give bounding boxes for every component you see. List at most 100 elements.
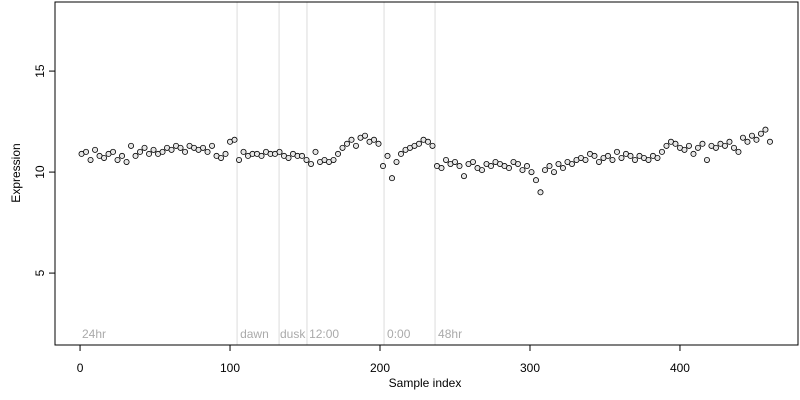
x-tick-label: 0 bbox=[77, 361, 84, 375]
point bbox=[663, 142, 670, 149]
y-tick-label: 5 bbox=[33, 269, 47, 276]
point bbox=[132, 152, 139, 159]
point bbox=[389, 175, 396, 182]
point bbox=[451, 158, 458, 165]
point bbox=[92, 146, 99, 153]
point bbox=[456, 163, 463, 170]
y-tick-label: 15 bbox=[33, 64, 47, 78]
annotation: 48hr bbox=[438, 327, 462, 341]
point bbox=[460, 173, 467, 180]
point bbox=[231, 136, 238, 143]
point bbox=[762, 126, 769, 133]
point bbox=[532, 177, 539, 184]
point bbox=[609, 156, 616, 163]
point bbox=[744, 138, 751, 145]
y-axis-label: Expression bbox=[9, 143, 23, 202]
x-tick-label: 200 bbox=[370, 361, 390, 375]
point bbox=[204, 148, 211, 155]
point bbox=[546, 163, 553, 170]
point bbox=[429, 142, 436, 149]
point bbox=[308, 161, 315, 168]
point bbox=[487, 163, 494, 170]
x-axis-label: Sample index bbox=[389, 376, 462, 390]
point bbox=[613, 148, 620, 155]
point bbox=[438, 165, 445, 172]
point bbox=[645, 156, 652, 163]
point bbox=[631, 156, 638, 163]
point bbox=[339, 144, 346, 151]
annotation: dusk bbox=[280, 327, 306, 341]
point bbox=[375, 140, 382, 147]
point bbox=[478, 167, 485, 174]
point bbox=[200, 144, 207, 151]
point bbox=[119, 152, 126, 159]
point bbox=[469, 158, 476, 165]
point bbox=[703, 156, 710, 163]
point bbox=[128, 142, 135, 149]
point bbox=[595, 158, 602, 165]
point bbox=[276, 148, 283, 155]
point bbox=[618, 154, 625, 161]
point bbox=[146, 150, 153, 157]
point bbox=[236, 156, 243, 163]
point bbox=[222, 150, 229, 157]
point bbox=[550, 169, 557, 176]
point bbox=[335, 150, 342, 157]
y-tick-label: 10 bbox=[33, 165, 47, 179]
point bbox=[735, 148, 742, 155]
point bbox=[748, 132, 755, 139]
point bbox=[137, 148, 144, 155]
point bbox=[177, 144, 184, 151]
annotation: 12:00 bbox=[309, 327, 339, 341]
point bbox=[555, 161, 562, 168]
point bbox=[685, 142, 692, 149]
point bbox=[168, 146, 175, 153]
point bbox=[380, 163, 387, 170]
point bbox=[398, 150, 405, 157]
point bbox=[541, 167, 548, 174]
point bbox=[123, 158, 130, 165]
x-tick-label: 300 bbox=[520, 361, 540, 375]
point bbox=[690, 150, 697, 157]
point bbox=[568, 161, 575, 168]
point bbox=[209, 142, 216, 149]
point bbox=[730, 144, 737, 151]
point bbox=[303, 156, 310, 163]
point bbox=[285, 154, 292, 161]
point bbox=[604, 152, 611, 159]
point bbox=[726, 138, 733, 145]
point bbox=[658, 148, 665, 155]
point bbox=[739, 134, 746, 141]
point bbox=[87, 156, 94, 163]
point bbox=[766, 138, 773, 145]
point bbox=[101, 154, 108, 161]
point bbox=[150, 146, 157, 153]
point bbox=[528, 169, 535, 176]
point bbox=[712, 144, 719, 151]
point bbox=[393, 158, 400, 165]
point bbox=[424, 138, 431, 145]
point bbox=[299, 152, 306, 159]
annotation: 0:00 bbox=[387, 327, 411, 341]
point bbox=[523, 163, 530, 170]
annotation: 24hr bbox=[82, 327, 106, 341]
point bbox=[654, 154, 661, 161]
point bbox=[559, 165, 566, 172]
point bbox=[442, 156, 449, 163]
point bbox=[694, 144, 701, 151]
point bbox=[519, 167, 526, 174]
point bbox=[371, 136, 378, 143]
point bbox=[258, 152, 265, 159]
point bbox=[537, 189, 544, 196]
point bbox=[141, 144, 148, 151]
point bbox=[330, 156, 337, 163]
point bbox=[505, 165, 512, 172]
point bbox=[514, 161, 521, 168]
point bbox=[699, 140, 706, 147]
point bbox=[362, 132, 369, 139]
point bbox=[240, 148, 247, 155]
point bbox=[218, 154, 225, 161]
point bbox=[753, 136, 760, 143]
point bbox=[384, 152, 391, 159]
point bbox=[681, 146, 688, 153]
